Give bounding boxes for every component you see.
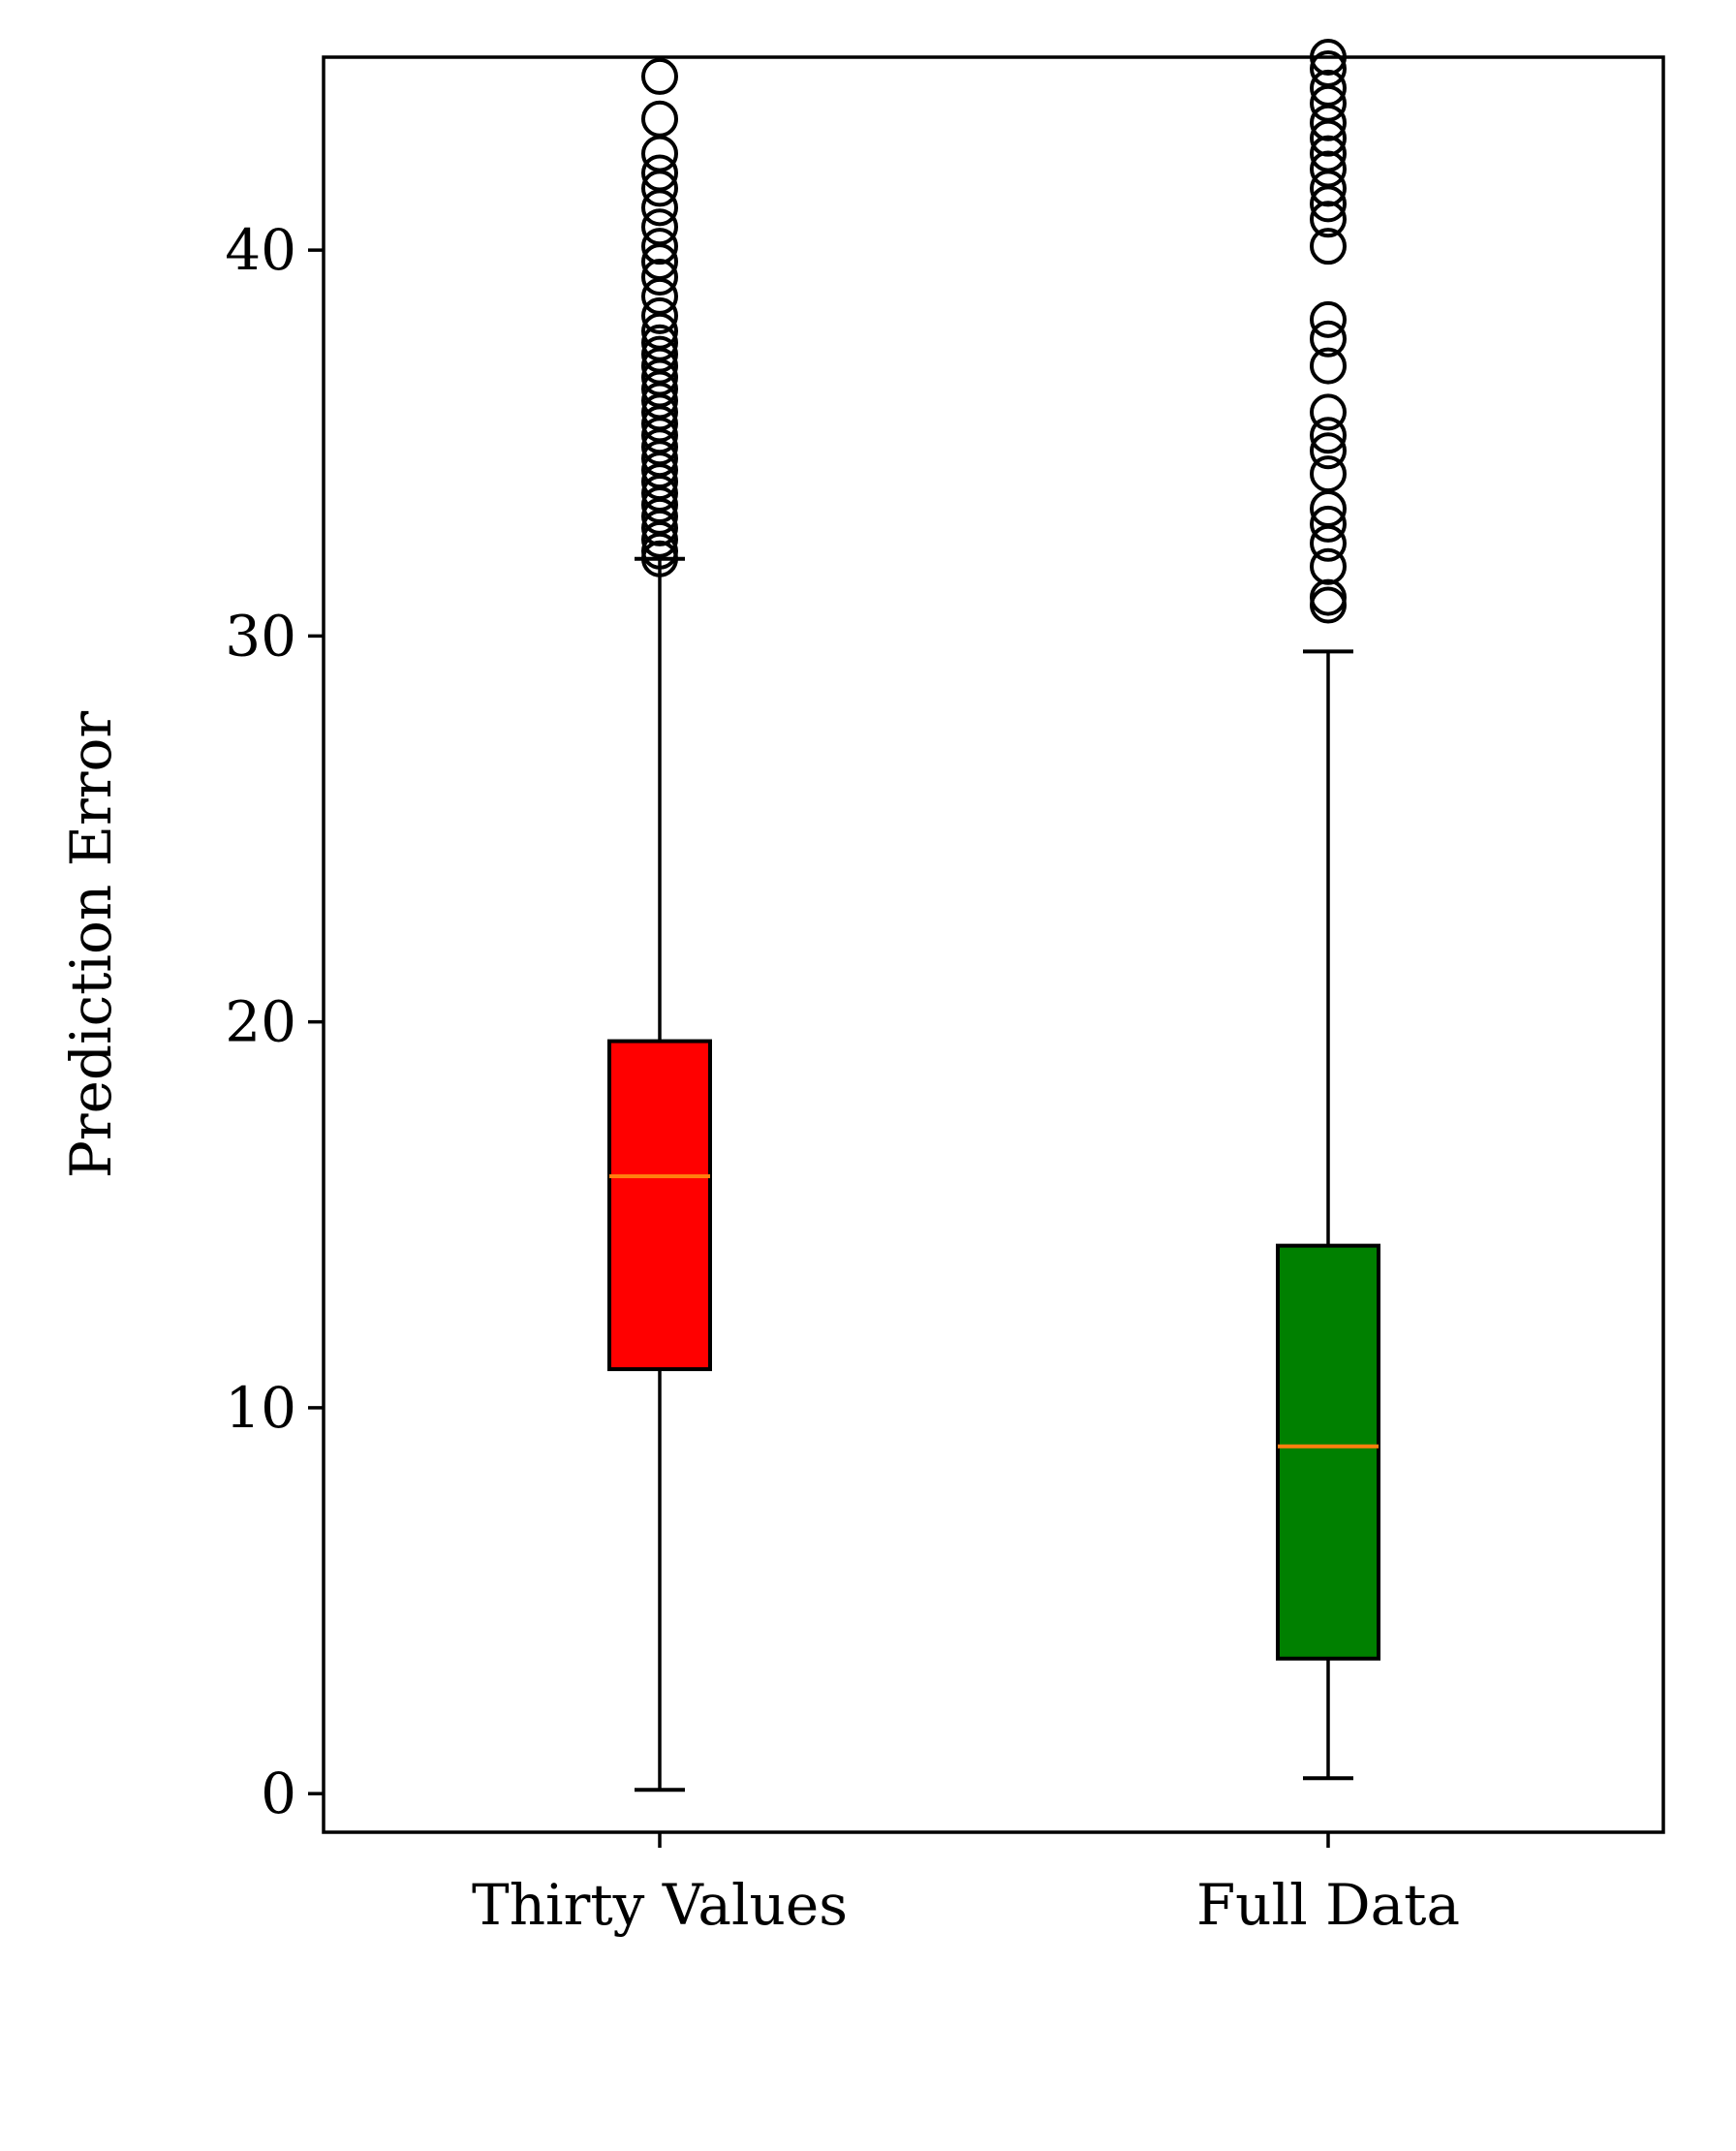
y-tick-label: 20 <box>225 989 296 1055</box>
outlier-point <box>1310 547 1347 585</box>
y-axis-label: Prediction Error <box>58 711 124 1179</box>
y-tick-label: 40 <box>225 217 296 283</box>
outlier-point <box>1310 393 1347 431</box>
outlier-point <box>641 228 678 265</box>
outlier-point <box>1310 201 1347 238</box>
outlier-point <box>641 154 678 192</box>
outlier-point <box>1310 578 1347 616</box>
outlier-point <box>1310 417 1347 454</box>
outlier-point <box>1310 505 1347 543</box>
outlier-point <box>1310 455 1347 493</box>
outlier-point <box>641 100 678 138</box>
outlier-point <box>641 324 678 361</box>
outlier-point <box>1310 228 1347 265</box>
y-tick-label: 0 <box>261 1761 296 1826</box>
y-tick-label: 10 <box>225 1375 296 1441</box>
outlier-point <box>1310 347 1347 385</box>
outlier-point <box>641 259 678 296</box>
outlier-point <box>1310 69 1347 107</box>
outlier-point <box>1310 320 1347 358</box>
outlier-point <box>1310 432 1347 470</box>
box-thirty-values <box>607 1039 712 1372</box>
plot-layer <box>607 39 1380 1792</box>
x-tick-label: Full Data <box>1196 1872 1460 1938</box>
x-tick-label: Thirty Values <box>472 1872 848 1938</box>
outlier-point <box>641 296 678 334</box>
outlier-point <box>641 335 678 373</box>
y-tick-label: 30 <box>225 603 296 669</box>
outlier-point <box>1310 135 1347 172</box>
x-axis: Thirty Values Full Data <box>472 1832 1460 1938</box>
outlier-point <box>1310 300 1347 338</box>
y-axis: 0 10 20 30 40 <box>225 217 324 1826</box>
outlier-point <box>1310 49 1347 87</box>
box-full-data <box>1276 1243 1380 1661</box>
outlier-point <box>641 57 678 95</box>
outlier-point <box>641 208 678 246</box>
outlier-point <box>1310 150 1347 188</box>
plot-frame <box>322 55 1665 1834</box>
